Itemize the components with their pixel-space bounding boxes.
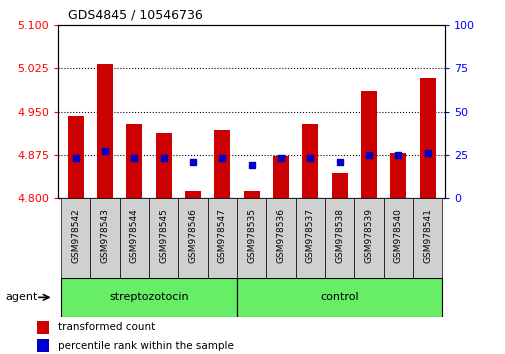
Bar (185, 191, 201, 198)
Text: percentile rank within the sample: percentile rank within the sample (58, 341, 233, 351)
Text: GSM978547: GSM978547 (218, 208, 226, 263)
Point (393, 152, 401, 158)
Bar (37, 339, 49, 352)
Text: control: control (320, 292, 359, 302)
Text: GDS4845 / 10546736: GDS4845 / 10546736 (68, 8, 203, 21)
Bar (208, 198, 237, 278)
Text: GSM978536: GSM978536 (276, 208, 285, 263)
Bar (237, 198, 266, 278)
Bar (37, 321, 49, 333)
Point (160, 155, 168, 161)
Bar (126, 124, 142, 198)
Bar (412, 198, 441, 278)
Point (247, 162, 256, 168)
Point (218, 155, 226, 161)
Bar (266, 198, 295, 278)
Bar (237, 278, 441, 317)
Text: GSM978538: GSM978538 (334, 208, 343, 263)
Bar (156, 133, 172, 198)
Point (276, 155, 284, 161)
Bar (331, 173, 347, 198)
Text: streptozotocin: streptozotocin (109, 292, 188, 302)
Text: GSM978541: GSM978541 (422, 208, 431, 263)
Bar (120, 198, 149, 278)
Point (189, 159, 197, 165)
Point (72, 155, 80, 161)
Bar (383, 198, 412, 278)
Bar (324, 198, 353, 278)
Text: GSM978540: GSM978540 (393, 208, 402, 263)
Point (364, 152, 372, 158)
Text: GSM978545: GSM978545 (159, 208, 168, 263)
Text: transformed count: transformed count (58, 322, 155, 332)
Point (335, 159, 343, 165)
Bar (149, 198, 178, 278)
Text: GSM978544: GSM978544 (130, 208, 139, 263)
Bar (360, 91, 376, 198)
Text: GSM978546: GSM978546 (188, 208, 197, 263)
Text: GSM978535: GSM978535 (247, 208, 256, 263)
Bar (61, 198, 90, 278)
Text: GSM978542: GSM978542 (71, 208, 80, 263)
Bar (389, 153, 406, 198)
Text: GSM978543: GSM978543 (100, 208, 110, 263)
Bar (243, 191, 259, 198)
Bar (90, 198, 120, 278)
Bar (354, 198, 383, 278)
Point (306, 155, 314, 161)
Bar (97, 63, 113, 198)
Text: agent: agent (5, 292, 37, 302)
Bar (68, 115, 84, 198)
Bar (178, 198, 208, 278)
Bar (295, 198, 324, 278)
Point (130, 155, 138, 161)
Text: GSM978537: GSM978537 (306, 208, 314, 263)
Bar (419, 78, 435, 198)
Point (423, 150, 431, 156)
Bar (301, 124, 318, 198)
Point (101, 149, 109, 154)
Text: GSM978539: GSM978539 (364, 208, 373, 263)
Bar (214, 130, 230, 198)
Bar (61, 278, 237, 317)
Bar (273, 156, 288, 198)
